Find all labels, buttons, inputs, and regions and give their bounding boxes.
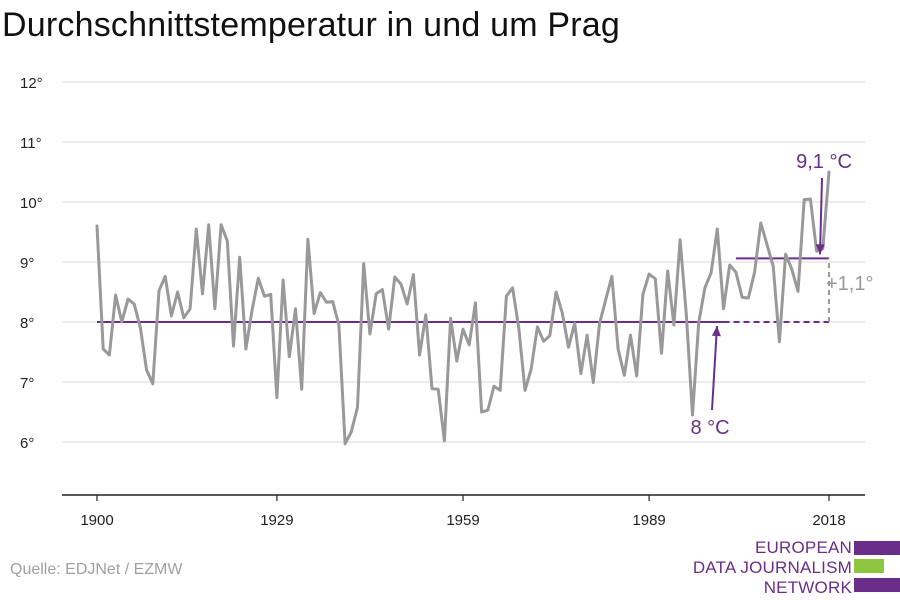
chart-title: Durchschnittstemperatur in und um Prag [2,6,620,44]
x-tick-label: 1989 [632,512,665,529]
difference-label: +1,1° [826,273,873,295]
baseline-arrow-head [711,326,721,337]
logo-line-1: EUROPEAN [754,538,852,557]
y-tick-label: 7° [20,375,34,392]
logo-line-2: DATA JOURNALISM [692,558,852,577]
recent-mean-arrow-head [815,244,825,255]
logo-bar-purple-bottom [854,578,900,592]
logo-bar-purple-top [854,541,900,555]
y-tick-label: 10° [20,195,43,212]
logo-line-3: NETWORK [763,578,852,597]
source-note: Quelle: EDJNet / EZMW [10,561,183,578]
y-tick-label: 6° [20,435,34,452]
logo-text: EUROPEAN DATA JOURNALISM NETWORK [693,538,852,598]
x-tick-label: 1959 [446,512,479,529]
series-line-0 [95,170,831,446]
y-tick-label: 8° [20,315,34,332]
x-tick-label: 1900 [80,512,113,529]
y-tick-label: 12° [20,75,43,92]
recent-mean-label: 9,1 °C [796,151,852,173]
baseline-arrow [711,325,718,411]
y-tick-label: 9° [20,255,34,272]
recent-mean-arrow [819,177,823,255]
baseline-label: 8 °C [690,417,729,439]
edjnet-logo: EUROPEAN DATA JOURNALISM NETWORK [693,538,900,598]
y-tick-label: 11° [20,135,42,152]
x-tick-label: 2018 [812,512,845,529]
logo-bar-green [854,559,884,573]
x-tick-label: 1929 [260,512,293,529]
